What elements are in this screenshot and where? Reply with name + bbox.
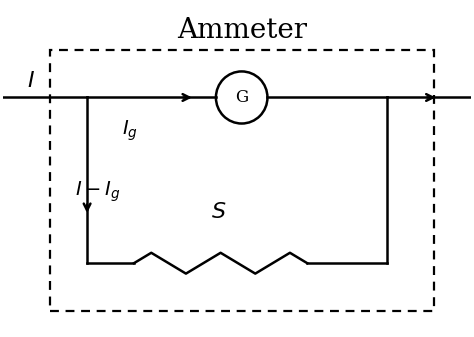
Text: $I-I_g$: $I-I_g$ [75, 180, 121, 205]
Text: Ammeter: Ammeter [177, 17, 307, 44]
Text: $S$: $S$ [210, 201, 226, 223]
Bar [50, 50, 434, 311]
Text: $I_g$: $I_g$ [122, 119, 138, 143]
Text: $I$: $I$ [27, 70, 35, 92]
Text: G: G [235, 89, 248, 106]
